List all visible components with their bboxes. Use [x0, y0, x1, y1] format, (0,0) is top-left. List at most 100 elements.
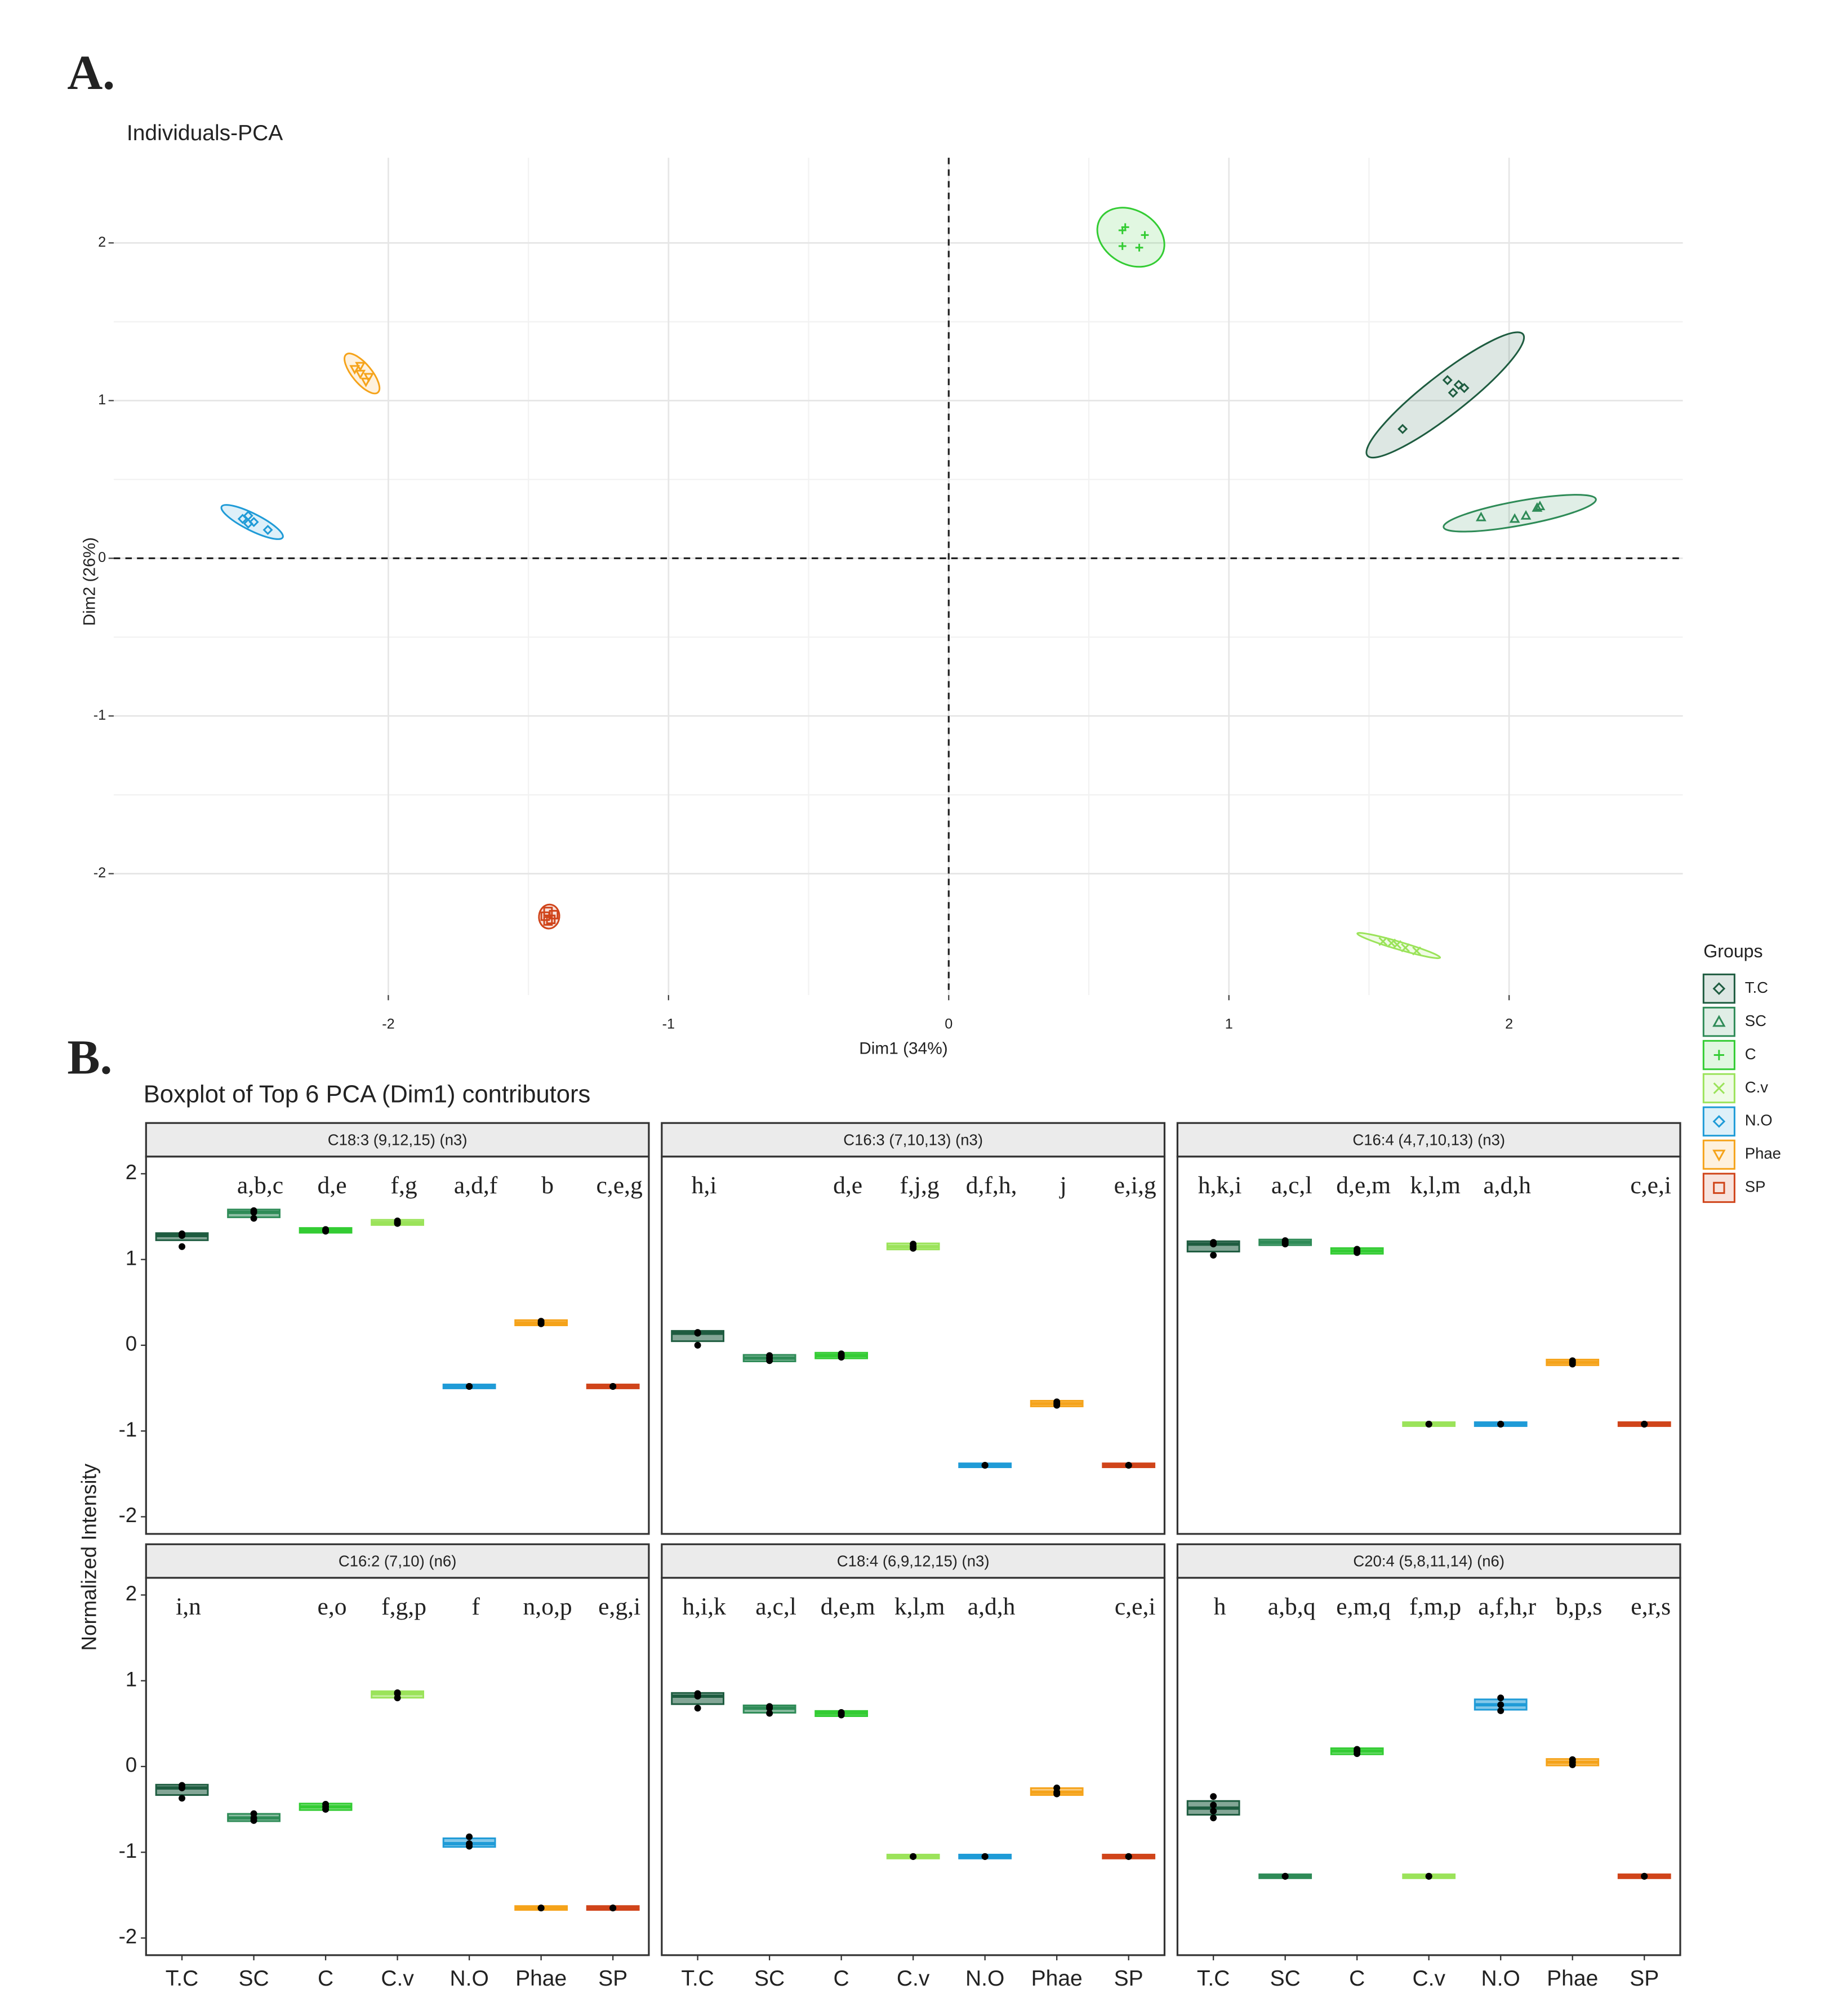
point	[1520, 510, 1532, 520]
point	[537, 1320, 545, 1327]
point	[981, 1853, 989, 1860]
y-tick-label: -1	[119, 1839, 137, 1862]
legend-label: SP	[1745, 1178, 1766, 1196]
significance-letters: d,f,h,	[966, 1172, 1017, 1199]
point	[1476, 511, 1486, 521]
x-tick-label: N.O	[1481, 1966, 1520, 1991]
facet-title: C20:4 (5,8,11,14) (n6)	[1353, 1553, 1504, 1570]
significance-letters: a,f,h,r	[1478, 1593, 1536, 1620]
x-tick-label: SP	[598, 1966, 627, 1991]
y-tick-label: 1	[98, 392, 106, 408]
x-tick-label: T.C	[166, 1966, 199, 1991]
significance-letters: d,e	[833, 1172, 862, 1199]
x-tick-label: T.C	[1197, 1966, 1230, 1991]
point	[694, 1693, 701, 1700]
point	[322, 1806, 330, 1813]
x-tick-label: 0	[945, 1016, 952, 1032]
point	[322, 1226, 330, 1234]
y-tick-label: -1	[119, 1418, 137, 1441]
chart-title: Boxplot of Top 6 PCA (Dim1) contributors	[144, 1081, 591, 1108]
legend-label: SC	[1745, 1012, 1766, 1029]
significance-letters: f,g	[390, 1172, 417, 1199]
significance-letters: h	[1214, 1593, 1226, 1620]
point	[981, 1462, 989, 1469]
facet-title: C16:2 (7,10) (n6)	[339, 1553, 457, 1570]
point	[394, 1694, 401, 1702]
chart-title: Individuals-PCA	[127, 121, 283, 145]
y-tick-label: -2	[119, 1504, 137, 1527]
point	[1053, 1400, 1061, 1407]
x-tick-label: C	[318, 1966, 333, 1991]
point	[1281, 1239, 1289, 1246]
point	[349, 365, 360, 375]
facet-panel	[661, 1577, 1166, 1956]
significance-letters: a,b,q	[1268, 1593, 1316, 1620]
significance-letters: j	[1059, 1172, 1067, 1199]
panel-label: A.	[67, 45, 115, 100]
point	[910, 1853, 917, 1860]
point	[262, 524, 273, 535]
significance-letters: a,d,h	[968, 1593, 1016, 1620]
point	[1397, 423, 1408, 434]
x-axis-label: Dim1 (34%)	[859, 1039, 947, 1058]
facet-panel	[145, 1156, 650, 1535]
facet-panel	[1176, 1156, 1681, 1535]
legend-symbol	[1713, 1181, 1725, 1194]
x-tick-label: Phae	[515, 1966, 567, 1991]
significance-letters: f,g,p	[381, 1593, 426, 1620]
point	[1378, 936, 1388, 946]
point	[766, 1705, 773, 1712]
point	[1121, 223, 1129, 231]
legend-symbol	[1713, 1082, 1725, 1094]
legend-symbol	[1712, 1115, 1726, 1128]
point	[1641, 1421, 1648, 1428]
confidence-ellipse	[1443, 494, 1597, 533]
legend-label: C.v	[1745, 1078, 1769, 1096]
x-tick-label: C.v	[897, 1966, 930, 1991]
point	[1442, 374, 1453, 385]
legend-symbol	[1713, 1050, 1725, 1060]
legend-label: C	[1745, 1045, 1756, 1063]
x-tick-label: SC	[754, 1966, 785, 1991]
significance-letters: h,k,i	[1198, 1172, 1241, 1199]
point	[466, 1843, 473, 1850]
point	[360, 377, 372, 387]
point	[250, 1207, 257, 1214]
legend-symbol	[1712, 1149, 1726, 1162]
legend-key	[1702, 1106, 1735, 1137]
point	[179, 1243, 186, 1250]
significance-letters: c,e,i	[1630, 1172, 1671, 1199]
confidence-ellipse	[220, 504, 284, 540]
facet-strip	[145, 1122, 650, 1158]
confidence-ellipse	[1365, 331, 1525, 459]
point	[248, 516, 259, 527]
legend-key	[1702, 973, 1735, 1004]
x-tick-label: -2	[382, 1016, 394, 1032]
significance-letters: d,e	[318, 1172, 347, 1199]
y-tick-label: 0	[126, 1754, 137, 1777]
point	[543, 907, 553, 917]
point	[394, 1689, 401, 1696]
point	[355, 362, 366, 372]
significance-letters: f,j,g	[900, 1172, 940, 1199]
point	[1569, 1761, 1576, 1768]
y-tick-label: 2	[126, 1582, 137, 1605]
y-tick-label: -2	[94, 865, 106, 881]
significance-letters: e,g,i	[598, 1593, 640, 1620]
x-tick-label: T.C	[681, 1966, 714, 1991]
point	[694, 1705, 701, 1712]
x-tick-label: C	[1349, 1966, 1365, 1991]
point	[694, 1330, 701, 1337]
legend-label: Phae	[1745, 1145, 1781, 1162]
significance-letters: k,l,m	[1410, 1172, 1461, 1199]
point	[838, 1354, 845, 1361]
point	[1641, 1872, 1648, 1880]
point	[537, 1905, 545, 1912]
significance-letters: a,d,f	[454, 1172, 498, 1199]
point	[1125, 1462, 1132, 1469]
point	[910, 1245, 917, 1252]
point	[766, 1354, 773, 1362]
point	[1448, 387, 1458, 398]
significance-letters: d,e,m	[821, 1593, 875, 1620]
x-tick-label: SP	[1114, 1966, 1143, 1991]
